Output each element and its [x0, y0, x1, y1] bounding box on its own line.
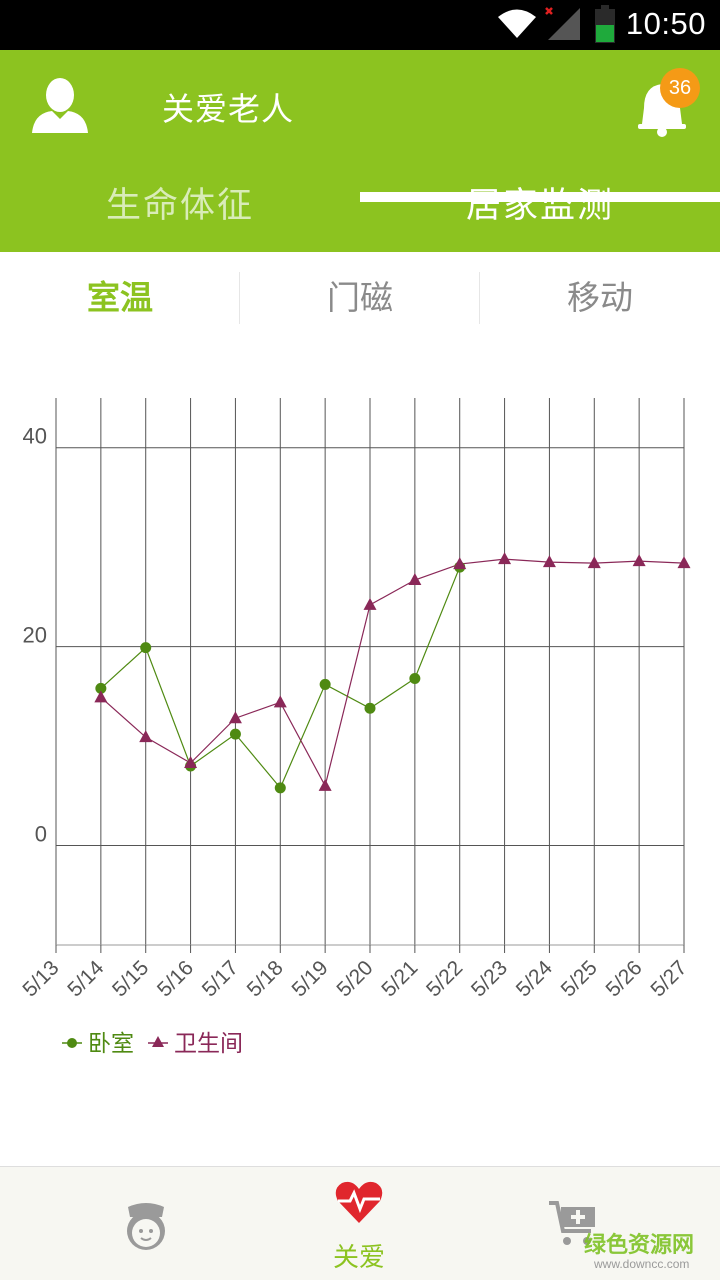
x-tick-label: 5/16	[153, 956, 198, 1001]
x-tick-label: 5/22	[422, 956, 467, 1001]
legend-marker	[67, 1038, 77, 1048]
bottom-nav: 关爱 绿色资源网 www.downcc.com	[0, 1166, 720, 1280]
x-tick-label: 5/21	[377, 956, 422, 1001]
subtab-movement[interactable]: 移动	[567, 278, 633, 317]
chart-grid	[55, 398, 685, 946]
heart-pulse-icon	[335, 1181, 383, 1223]
data-point	[274, 782, 286, 794]
data-point	[273, 695, 287, 708]
data-point	[95, 682, 107, 694]
signal-icon	[545, 7, 580, 40]
data-point	[364, 702, 376, 714]
data-point	[587, 556, 601, 569]
x-tick-label: 5/26	[602, 956, 647, 1001]
x-tick-label: 5/18	[243, 956, 288, 1001]
watermark-url: www.downcc.com	[594, 1257, 690, 1271]
data-point	[319, 678, 331, 690]
app-header: 关爱老人 36 生命体征 居家监测	[0, 50, 720, 252]
shopping-cart-icon	[549, 1201, 595, 1245]
page-title: 关爱老人	[162, 90, 295, 128]
series-line-1	[100, 558, 685, 788]
data-point	[498, 552, 512, 565]
notification-badge[interactable]: 36	[660, 68, 700, 108]
subtab-divider	[479, 272, 480, 324]
x-tick-label: 5/15	[108, 956, 153, 1001]
nav-item-shop[interactable]	[545, 1167, 615, 1280]
nurse-icon	[127, 1203, 165, 1250]
tab-home-monitoring[interactable]: 居家监测	[465, 186, 614, 226]
x-tick-label: 5/17	[198, 956, 243, 1001]
status-bar: 10:50	[0, 0, 720, 50]
data-point	[184, 755, 198, 768]
data-point	[139, 730, 153, 743]
data-point	[318, 778, 332, 791]
data-point	[94, 690, 108, 703]
nav-item-care-label: 关爱	[333, 1243, 386, 1273]
legend-label: 卧室	[88, 1031, 134, 1057]
subtab-room-temperature[interactable]: 室温	[87, 278, 153, 317]
data-point	[677, 556, 691, 569]
status-time: 10:50	[625, 6, 706, 41]
data-point	[140, 642, 152, 654]
chart-legend: 卧室 卫生间	[62, 1031, 243, 1057]
x-tick-label: 5/13	[18, 956, 63, 1001]
data-point	[409, 672, 421, 684]
legend-label: 卫生间	[174, 1031, 243, 1057]
main-tabs: 生命体征 居家监测	[0, 170, 720, 252]
watermark-text: 绿色资源网	[584, 1233, 695, 1258]
wifi-icon	[498, 9, 536, 38]
subtab-divider	[239, 272, 240, 324]
x-tick-label: 5/23	[467, 956, 512, 1001]
nav-item-care[interactable]: 关爱	[320, 1167, 400, 1280]
y-tick-label: 40	[23, 424, 47, 449]
data-point	[228, 711, 242, 724]
nav-item-nurse[interactable]	[110, 1167, 180, 1280]
x-tick-label: 5/27	[646, 956, 691, 1001]
x-tick-label: 5/20	[332, 956, 377, 1001]
x-tick-label: 5/25	[557, 956, 602, 1001]
data-point	[363, 597, 377, 610]
y-tick-label: 20	[23, 623, 47, 648]
tab-vital-signs[interactable]: 生命体征	[105, 186, 254, 226]
x-tick-label: 5/14	[63, 956, 108, 1001]
x-axis-ticks: 5/13 5/14 5/15 5/16 5/17 5/18 5/19 5/20 5/21 5/22…	[18, 945, 692, 1001]
data-point	[453, 557, 467, 570]
data-point	[542, 555, 556, 568]
data-point	[229, 728, 241, 740]
tab-indicator	[360, 192, 720, 202]
user-avatar-icon[interactable]	[30, 75, 90, 135]
chart-series	[94, 552, 691, 794]
y-tick-label: 0	[35, 822, 47, 847]
subtab-door-sensor[interactable]: 门磁	[327, 278, 393, 317]
battery-icon	[595, 5, 615, 43]
sub-tabs: 室温 门磁 移动	[0, 252, 720, 344]
legend-marker	[152, 1036, 164, 1047]
x-tick-label: 5/19	[288, 956, 333, 1001]
data-point	[408, 573, 422, 586]
data-point	[632, 554, 646, 567]
y-axis-ticks: 40 20 0	[23, 424, 47, 847]
x-tick-label: 5/24	[512, 956, 557, 1001]
